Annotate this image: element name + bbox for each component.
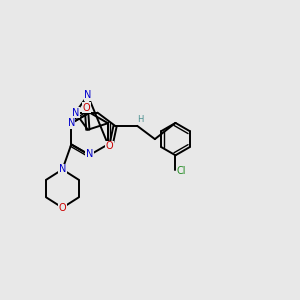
- Text: O: O: [82, 103, 90, 113]
- Text: N: N: [86, 149, 93, 159]
- Text: N: N: [59, 164, 66, 174]
- Text: Cl: Cl: [177, 167, 186, 176]
- Text: O: O: [58, 203, 66, 213]
- Text: N: N: [84, 91, 92, 100]
- Text: O: O: [105, 142, 113, 152]
- Text: N: N: [72, 108, 79, 118]
- Text: H: H: [138, 115, 144, 124]
- Text: N: N: [68, 118, 75, 128]
